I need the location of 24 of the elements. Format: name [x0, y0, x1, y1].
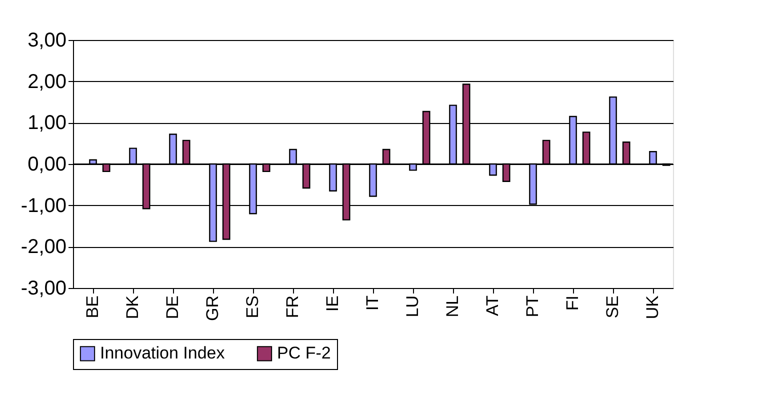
- y-tick-label: 0,00: [28, 154, 66, 176]
- x-tick-label: BE: [83, 296, 102, 318]
- x-tick-label: IE: [323, 296, 342, 312]
- x-tick-label: UK: [643, 294, 662, 320]
- x-tick-label: PT: [523, 296, 542, 318]
- x-tick-label: DE: [163, 296, 182, 320]
- legend-label: Innovation Index: [100, 344, 226, 363]
- x-tick-label: ES: [243, 296, 262, 318]
- y-tick-label: 3,00: [28, 30, 66, 52]
- x-tick-label: FR: [283, 296, 302, 318]
- x-tick-label: SE: [603, 296, 622, 318]
- x-tick-label: LU: [403, 296, 422, 318]
- y-tick-label: -1,00: [20, 194, 66, 217]
- legend-label: PC F-2: [277, 344, 331, 363]
- x-tick-label: IT: [363, 296, 382, 311]
- x-tick-label: AT: [483, 296, 502, 316]
- y-tick-label: 2,00: [28, 70, 66, 93]
- y-tick-label: -3,00: [20, 278, 66, 300]
- x-tick-label: DK: [123, 294, 142, 320]
- y-tick-label: -2,00: [20, 236, 66, 258]
- x-tick-label: FI: [563, 296, 582, 311]
- x-tick-label: NL: [443, 296, 462, 318]
- x-tick-label: GR: [203, 296, 222, 321]
- y-tick-label: 1,00: [28, 112, 66, 134]
